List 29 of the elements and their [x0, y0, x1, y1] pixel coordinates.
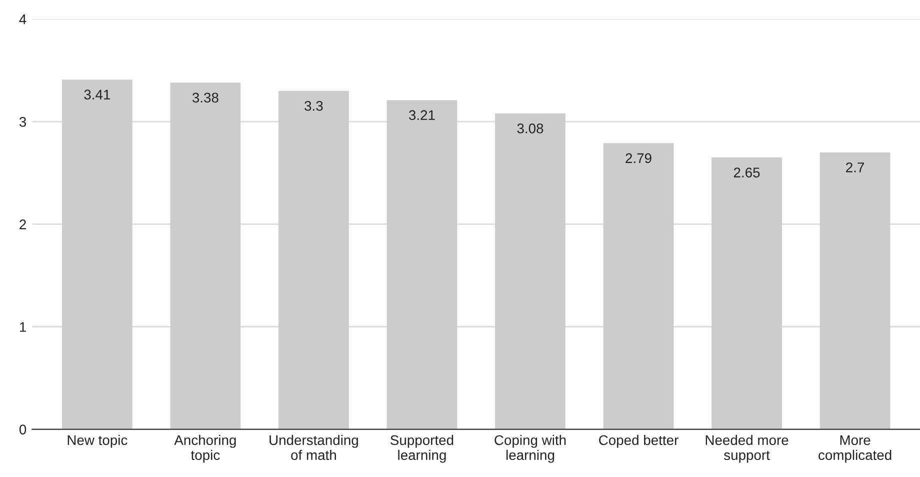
data-label: 3.3: [304, 100, 323, 111]
bar: [603, 143, 674, 430]
x-tick-label: Understanding of math: [270, 434, 358, 460]
y-tick-label: 4: [19, 14, 26, 24]
y-tick-label: 3: [19, 116, 26, 127]
y-tick-label: 1: [20, 322, 26, 332]
bar: [495, 113, 566, 430]
bar: [62, 80, 132, 430]
data-label: 3.38: [192, 92, 218, 103]
data-label: 2.79: [626, 153, 652, 164]
y-tick-label: 2: [20, 220, 26, 230]
x-tick-label: Coping with learning: [494, 434, 566, 463]
x-tick-label: Needed more support: [706, 434, 788, 463]
data-label: 2.65: [734, 168, 760, 178]
data-label: 3.41: [84, 90, 110, 100]
x-tick-label: Supported learning: [390, 434, 454, 463]
bar: [170, 82, 241, 430]
x-tick-label: New topic: [68, 434, 128, 448]
data-label: 3.21: [408, 110, 435, 120]
data-label: 2.7: [846, 162, 864, 172]
bar: [820, 152, 890, 430]
x-tick-label: Coped better: [599, 434, 678, 448]
y-tick-label: 0: [19, 424, 26, 434]
bar: [386, 100, 458, 430]
bar: [278, 90, 349, 430]
x-tick-label: Anchoring topic: [174, 434, 236, 463]
bar: [712, 158, 782, 430]
x-tick-label: More complicated: [818, 435, 892, 463]
data-label: 3.08: [517, 124, 544, 134]
